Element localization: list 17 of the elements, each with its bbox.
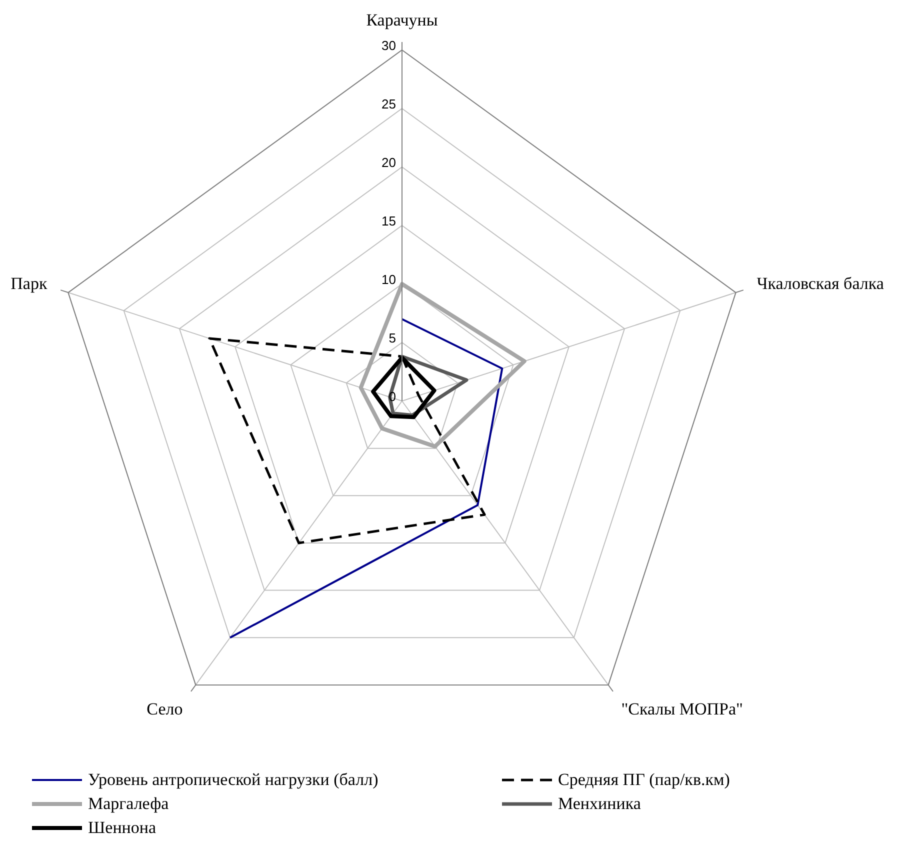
y-tick-label: 5 <box>388 330 396 346</box>
y-tick-label: 20 <box>382 155 396 170</box>
legend-label: Маргалефа <box>88 794 169 814</box>
spoke-label: Чкаловская балка <box>756 274 884 293</box>
legend-label: Средняя ПГ (пар/кв.км) <box>558 770 730 790</box>
spoke-label: Парк <box>10 274 48 293</box>
legend-label: Менхиника <box>558 794 641 814</box>
y-tick-label: 25 <box>382 96 396 112</box>
spoke-label: "Скалы МОПРа" <box>621 700 743 719</box>
y-tick-label: 10 <box>382 272 396 287</box>
spoke-label: Село <box>146 700 183 719</box>
y-tick-label: 0 <box>388 389 396 404</box>
y-tick-label: 15 <box>382 214 396 228</box>
legend-label: Уровень антропической нагрузки (балл) <box>88 770 378 790</box>
y-tick-label: 30 <box>382 38 396 53</box>
spoke-label: Карачуны <box>366 10 438 30</box>
legend-label: Шеннона <box>88 818 156 838</box>
